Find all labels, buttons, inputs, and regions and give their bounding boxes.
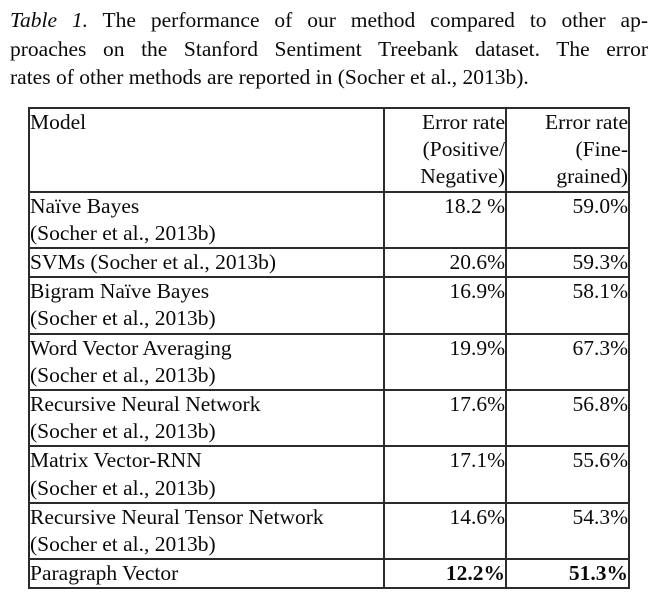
table-row: Bigram Naïve Bayes (Socher et al., 2013b… [28,276,630,335]
table-row-paragraph-vector: Paragraph Vector 12.2% 51.3% [28,558,630,590]
header-fine-line-1: Error rate [545,110,628,134]
header-posneg-line-3: Negative) [420,164,505,189]
results-table: Model Error rate (Positive/ Negative) Er… [28,107,630,590]
model-cell: Paragraph Vector [28,558,385,590]
header-fine-line-3: grained) [556,164,628,189]
fine-error-value: 54.3% [505,501,630,561]
caption-table-label: Table 1. [10,8,89,32]
model-cell: Bigram Naïve Bayes (Socher et al., 2013b… [28,276,385,335]
header-posneg-line-1: Error rate [422,110,505,134]
table-row: Naïve Bayes (Socher et al., 2013b) 18.2 … [28,190,630,250]
header-error-rate-fine: Error rate (Fine- grained) [505,107,630,193]
model-cell: Naïve Bayes (Socher et al., 2013b) [28,190,385,250]
model-cell: Recursive Neural Tensor Network (Socher … [28,501,385,561]
model-cell: Word Vector Averaging (Socher et al., 20… [28,332,385,392]
posneg-error-value: 19.9% [383,332,507,392]
header-model: Model [28,107,385,193]
posneg-error-value: 14.6% [383,501,507,561]
table-row: SVMs (Socher et al., 2013b) 20.6% 59.3% [28,247,630,279]
posneg-error-value: 20.6% [383,247,507,279]
posneg-error-value: 17.6% [383,389,507,448]
model-name: Bigram Naïve Bayes [30,279,210,304]
caption-line-2: proaches on the Stanford Sentiment Treeb… [10,36,648,61]
table-row: Matrix Vector-RNN (Socher et al., 2013b)… [28,445,630,504]
fine-error-value: 58.1% [505,276,630,335]
model-name: Naïve Bayes [30,193,140,218]
fine-error-value: 59.0% [505,190,630,250]
fine-error-value: 55.6% [505,445,630,504]
header-row: Model Error rate (Positive/ Negative) Er… [28,107,630,193]
fine-error-value: 51.3% [505,558,630,590]
model-cell: Matrix Vector-RNN (Socher et al., 2013b) [28,445,385,504]
model-name: Word Vector Averaging [30,335,232,360]
model-citation: (Socher et al., 2013b) [30,362,216,387]
caption-line-1-text: The performance of our method compared t… [102,8,648,32]
model-citation: (Socher et al., 2013b) [30,475,216,500]
model-citation: (Socher et al., 2013b) [30,220,216,245]
caption-line-1: Table 1. The performance of our method c… [10,6,648,35]
model-cell: SVMs (Socher et al., 2013b) [28,247,385,279]
model-name: SVMs (Socher et al., 2013b) [30,250,277,275]
posneg-error-value: 16.9% [383,276,507,335]
table-row: Recursive Neural Tensor Network (Socher … [28,501,630,561]
header-error-rate-posneg: Error rate (Positive/ Negative) [383,107,507,193]
table-caption: Table 1. The performance of our method c… [10,6,648,92]
fine-error-value: 59.3% [505,247,630,279]
fine-error-value: 67.3% [505,332,630,392]
model-name: Matrix Vector-RNN [30,448,202,473]
table-row: Recursive Neural Network (Socher et al.,… [28,389,630,448]
header-posneg-line-2: (Positive/ [422,137,505,162]
model-name: Recursive Neural Tensor Network [30,504,324,529]
table-row: Word Vector Averaging (Socher et al., 20… [28,332,630,392]
posneg-error-value: 12.2% [383,558,507,590]
posneg-error-value: 17.1% [383,445,507,504]
posneg-error-value: 18.2 % [383,190,507,250]
model-citation: (Socher et al., 2013b) [30,532,216,557]
model-name: Paragraph Vector [30,561,179,586]
model-citation: (Socher et al., 2013b) [30,306,216,331]
model-name: Recursive Neural Network [30,392,261,417]
fine-error-value: 56.8% [505,389,630,448]
header-fine-line-2: (Fine- [575,137,628,162]
model-citation: (Socher et al., 2013b) [30,419,216,444]
model-cell: Recursive Neural Network (Socher et al.,… [28,389,385,448]
caption-line-3: rates of other methods are reported in (… [10,65,529,89]
